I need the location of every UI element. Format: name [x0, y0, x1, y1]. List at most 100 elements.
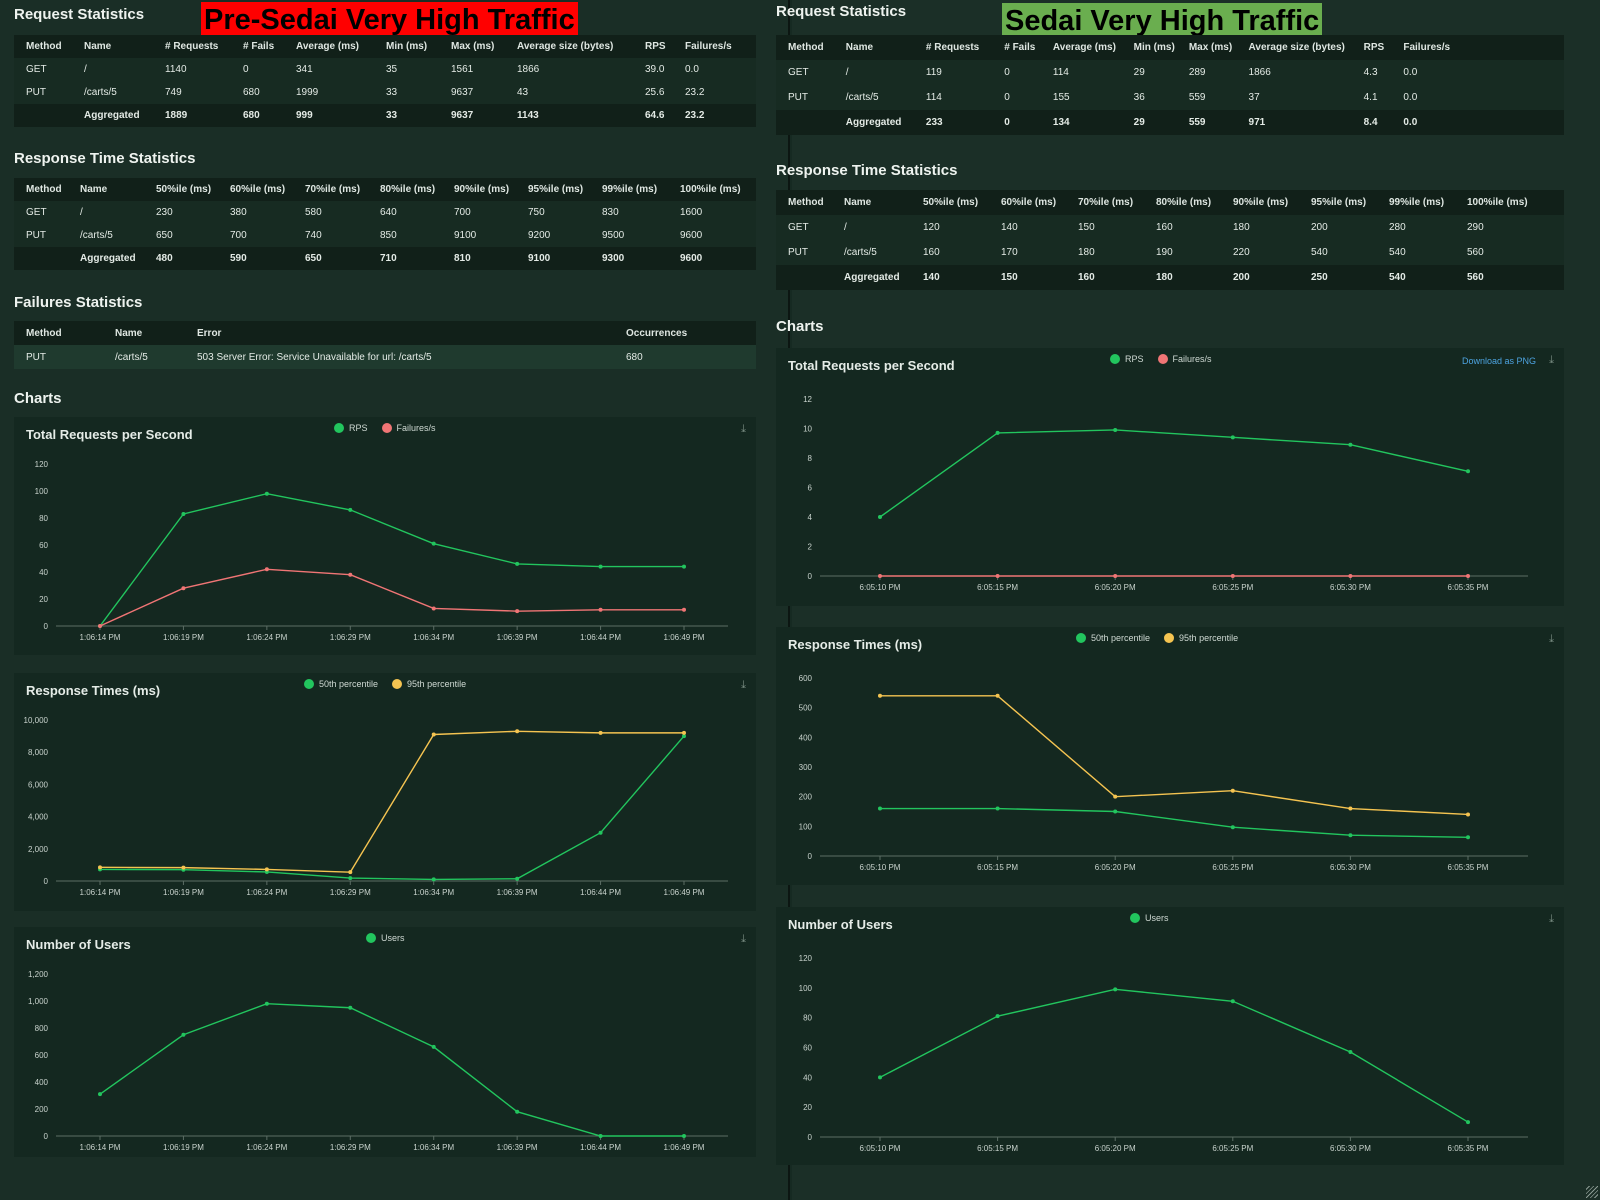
rps-chart: Total Requests per Second RPS Failures/s Do… — [776, 348, 1564, 606]
data-point[interactable] — [264, 491, 269, 496]
resize-grip-icon[interactable] — [1586, 1186, 1598, 1198]
data-point[interactable] — [431, 732, 436, 737]
data-point[interactable] — [598, 564, 603, 569]
data-point[interactable] — [598, 830, 603, 835]
table-cell: 200 — [1221, 265, 1299, 290]
data-point[interactable] — [995, 1014, 1000, 1019]
data-point[interactable] — [598, 730, 603, 735]
data-point[interactable] — [995, 430, 1000, 435]
legend-item[interactable]: Failures/s — [381, 423, 436, 433]
legend-dot — [1164, 633, 1175, 643]
data-point[interactable] — [682, 734, 686, 739]
data-point[interactable] — [431, 606, 436, 611]
data-point[interactable] — [348, 870, 353, 875]
data-point[interactable] — [598, 607, 603, 612]
data-point[interactable] — [181, 1032, 186, 1037]
data-point[interactable] — [515, 1109, 520, 1114]
data-point[interactable] — [181, 865, 186, 870]
data-point[interactable] — [431, 1044, 436, 1049]
data-point[interactable] — [348, 876, 353, 881]
column-header: Min (ms) — [1121, 35, 1177, 60]
data-point[interactable] — [515, 561, 520, 566]
data-point[interactable] — [1230, 825, 1235, 830]
data-point[interactable] — [995, 806, 1000, 811]
data-point[interactable] — [682, 1134, 686, 1138]
legend-item[interactable]: Users — [366, 933, 405, 943]
data-point[interactable] — [878, 574, 882, 578]
data-point[interactable] — [1230, 574, 1235, 578]
data-point[interactable] — [995, 574, 1000, 578]
data-point[interactable] — [264, 867, 269, 872]
data-point[interactable] — [1466, 469, 1470, 474]
data-point[interactable] — [264, 567, 269, 572]
legend-item[interactable]: RPS — [1110, 354, 1144, 364]
data-point[interactable] — [1113, 809, 1118, 814]
data-point[interactable] — [1230, 435, 1235, 440]
table-cell: 180 — [1233, 222, 1250, 233]
legend-item[interactable]: 50th percentile — [304, 679, 378, 689]
data-point[interactable] — [1348, 574, 1353, 578]
data-point[interactable] — [682, 564, 686, 569]
download-as-png-link[interactable]: Download as PNG — [1461, 356, 1536, 366]
data-point[interactable] — [98, 865, 102, 870]
data-point[interactable] — [98, 624, 102, 628]
download-icon[interactable]: ⤓ — [741, 679, 746, 691]
data-point[interactable] — [1348, 833, 1353, 838]
data-point[interactable] — [1348, 1049, 1353, 1054]
data-point[interactable] — [348, 507, 353, 512]
data-point[interactable] — [431, 877, 436, 882]
data-point[interactable] — [1466, 1120, 1470, 1125]
legend-dot — [334, 423, 344, 433]
data-point[interactable] — [515, 876, 520, 881]
data-point[interactable] — [264, 1001, 269, 1006]
legend-item[interactable]: 50th percentile — [1076, 633, 1150, 643]
data-point[interactable] — [1113, 574, 1118, 578]
download-icon[interactable]: ⤓ — [741, 933, 746, 945]
data-point[interactable] — [1230, 788, 1235, 793]
table-cell: 560 — [1467, 247, 1484, 258]
data-point[interactable] — [1466, 812, 1470, 817]
data-point[interactable] — [1348, 806, 1353, 811]
download-icon[interactable]: ⤓ — [1549, 354, 1554, 366]
data-point[interactable] — [1466, 835, 1470, 840]
data-point[interactable] — [878, 515, 882, 519]
download-icon[interactable]: ⤓ — [741, 423, 746, 435]
x-tick-label: 6:05:30 PM — [1330, 583, 1371, 592]
data-point[interactable] — [1466, 574, 1470, 578]
charts-title: Charts — [776, 318, 824, 335]
legend-item[interactable]: 95th percentile — [392, 679, 466, 689]
data-point[interactable] — [181, 586, 186, 591]
data-point[interactable] — [878, 693, 882, 698]
data-point[interactable] — [878, 806, 882, 811]
data-point[interactable] — [348, 572, 353, 577]
data-point[interactable] — [598, 1134, 603, 1138]
legend-item[interactable]: RPS — [334, 423, 368, 433]
data-point[interactable] — [431, 541, 436, 546]
data-point[interactable] — [682, 607, 686, 612]
legend-item[interactable]: Failures/s — [1157, 354, 1212, 364]
data-point[interactable] — [682, 730, 686, 735]
data-point[interactable] — [1113, 427, 1118, 432]
legend-item[interactable]: Users — [1130, 913, 1169, 923]
column-header: Failures/s — [673, 35, 756, 58]
table-cell: 180 — [1078, 247, 1095, 258]
download-icon[interactable]: ⤓ — [1549, 913, 1554, 925]
data-point[interactable] — [181, 511, 186, 516]
data-point[interactable] — [1113, 987, 1118, 992]
download-icon[interactable]: ⤓ — [1549, 633, 1554, 645]
data-point[interactable] — [1348, 442, 1353, 447]
data-point[interactable] — [1113, 794, 1118, 799]
legend-label: 95th percentile — [1179, 633, 1239, 643]
data-point[interactable] — [515, 609, 520, 614]
data-point[interactable] — [98, 1092, 102, 1097]
data-point[interactable] — [1230, 999, 1235, 1004]
data-point[interactable] — [995, 693, 1000, 698]
table-cell: 0.0 — [1403, 92, 1418, 103]
chart-svg: 0 100 200 300 400 500 600 6:05:10 PM 6:05:15 PM 6… — [799, 674, 1528, 872]
pre-sedai-banner: Pre-Sedai Very High Traffic — [201, 2, 578, 40]
legend-item[interactable]: 95th percentile — [1164, 633, 1238, 643]
y-tick-label: 400 — [799, 733, 813, 742]
data-point[interactable] — [515, 729, 520, 734]
data-point[interactable] — [348, 1005, 353, 1010]
data-point[interactable] — [878, 1075, 882, 1080]
